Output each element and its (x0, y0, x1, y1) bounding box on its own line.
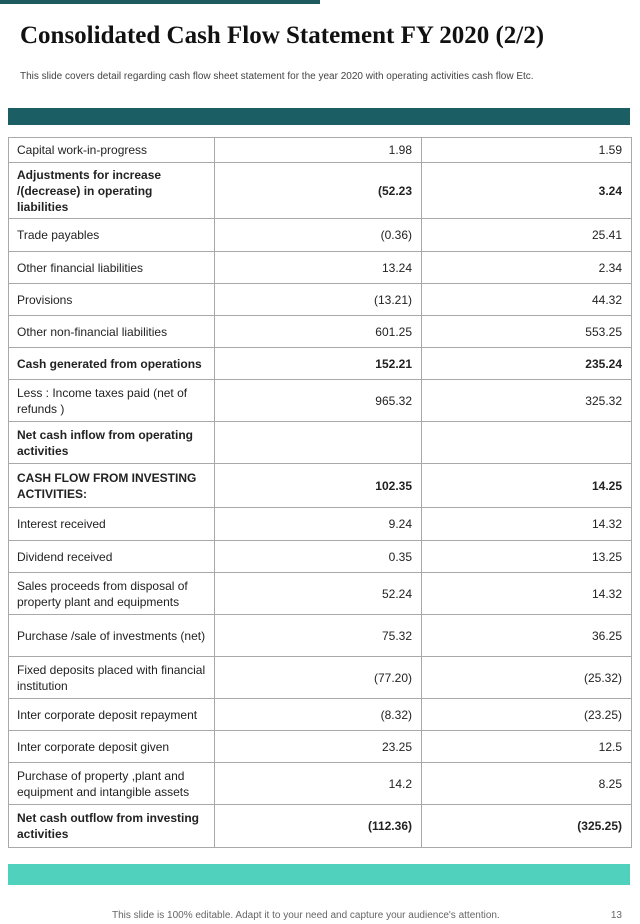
row-label: Adjustments for increase /(decrease) in … (8, 162, 215, 219)
table-row: Cash generated from operations 152.21 235.… (8, 347, 632, 380)
row-label: Inter corporate deposit given (8, 730, 215, 763)
row-value-col2: 8.25 (421, 762, 632, 805)
table-row: Inter corporate deposit repayment (8.32)(… (8, 698, 632, 731)
row-value-col1: 102.35 (214, 463, 422, 508)
row-label: Net cash outflow from investing activiti… (8, 804, 215, 848)
row-value-col2: (25.32) (421, 656, 632, 699)
row-label: Purchase /sale of investments (net) (8, 614, 215, 657)
row-value-col1: (8.32) (214, 698, 422, 731)
row-value-col2: 12.5 (421, 730, 632, 763)
cash-flow-table: Capital work-in-progress 1.98 1.59 Adjustme… (8, 137, 632, 848)
page-number: 13 (610, 910, 622, 921)
row-value-col1: 9.24 (214, 507, 422, 541)
row-value-col1: (52.23 (214, 162, 422, 219)
row-label: Dividend received (8, 540, 215, 573)
table-row: Net cash inflow from operating activitie… (8, 421, 632, 464)
row-label: Provisions (8, 283, 215, 316)
row-value-col2: 14.32 (421, 572, 632, 615)
row-value-col1: 52.24 (214, 572, 422, 615)
page-title: Consolidated Cash Flow Statement FY 2020… (20, 22, 545, 49)
row-value-col1: 75.32 (214, 614, 422, 657)
row-value-col2: 1.59 (421, 137, 632, 163)
top-accent-bar (0, 0, 320, 4)
table-row: Adjustments for increase /(decrease) in … (8, 162, 632, 219)
row-label: Purchase of property ,plant and equipmen… (8, 762, 215, 805)
row-value-col1: 965.32 (214, 379, 422, 422)
row-label: Interest received (8, 507, 215, 541)
table-row: Other non-financial liabilities 601.25 553… (8, 315, 632, 348)
table-row: Provisions (13.21) 44.32 (8, 283, 632, 316)
row-value-col2: 3.24 (421, 162, 632, 219)
row-value-col1: 152.21 (214, 347, 422, 380)
row-value-col2: 13.25 (421, 540, 632, 573)
row-value-col1 (214, 421, 422, 464)
row-value-col2: 553.25 (421, 315, 632, 348)
table-row: Fixed deposits placed with financial ins… (8, 656, 632, 699)
row-value-col1: 1.98 (214, 137, 422, 163)
row-value-col1: 0.35 (214, 540, 422, 573)
row-label: Cash generated from operations (8, 347, 215, 380)
row-label: Fixed deposits placed with financial ins… (8, 656, 215, 699)
table-row: Inter corporate deposit given 23.25 12.5 (8, 730, 632, 763)
footer-note: This slide is 100% editable. Adapt it to… (112, 910, 500, 921)
row-label: CASH FLOW FROM INVESTING ACTIVITIES: (8, 463, 215, 508)
row-value-col2: (23.25) (421, 698, 632, 731)
page-subtitle: This slide covers detail regarding cash … (20, 71, 534, 82)
row-value-col2: 14.25 (421, 463, 632, 508)
table-row: Less : Income taxes paid (net of refunds… (8, 379, 632, 422)
row-value-col1: (112.36) (214, 804, 422, 848)
row-value-col2: 14.32 (421, 507, 632, 541)
row-label: Sales proceeds from disposal of property… (8, 572, 215, 615)
row-label: Trade payables (8, 218, 215, 252)
row-value-col1: 14.2 (214, 762, 422, 805)
row-value-col2: 235.24 (421, 347, 632, 380)
table-row: Trade payables (0.36) 25.41 (8, 218, 632, 252)
row-value-col2: 44.32 (421, 283, 632, 316)
table-row: Sales proceeds from disposal of property… (8, 572, 632, 615)
row-value-col1: 13.24 (214, 251, 422, 284)
cash-flow-table-body: Capital work-in-progress 1.98 1.59 Adjustme… (8, 137, 632, 848)
row-value-col2: 25.41 (421, 218, 632, 252)
row-value-col2: 2.34 (421, 251, 632, 284)
table-header-bar (8, 108, 630, 125)
row-value-col1: (0.36) (214, 218, 422, 252)
table-row: CASH FLOW FROM INVESTING ACTIVITIES: 102.… (8, 463, 632, 508)
row-label: Other financial liabilities (8, 251, 215, 284)
row-label: Less : Income taxes paid (net of refunds… (8, 379, 215, 422)
row-label: Capital work-in-progress (8, 137, 215, 163)
row-label: Net cash inflow from operating activitie… (8, 421, 215, 464)
table-row: Purchase of property ,plant and equipmen… (8, 762, 632, 805)
table-row: Purchase /sale of investments (net) 75.32… (8, 614, 632, 657)
row-value-col1: 23.25 (214, 730, 422, 763)
row-value-col2 (421, 421, 632, 464)
row-value-col2: 36.25 (421, 614, 632, 657)
row-value-col2: (325.25) (421, 804, 632, 848)
row-label: Other non-financial liabilities (8, 315, 215, 348)
table-row: Capital work-in-progress 1.98 1.59 (8, 137, 632, 163)
row-value-col1: (77.20) (214, 656, 422, 699)
table-row: Net cash outflow from investing activiti… (8, 804, 632, 848)
footer-bar (8, 864, 630, 885)
table-row: Other financial liabilities 13.24 2.34 (8, 251, 632, 284)
table-row: Interest received 9.24 14.32 (8, 507, 632, 541)
row-value-col2: 325.32 (421, 379, 632, 422)
row-label: Inter corporate deposit repayment (8, 698, 215, 731)
row-value-col1: (13.21) (214, 283, 422, 316)
row-value-col1: 601.25 (214, 315, 422, 348)
table-row: Dividend received 0.35 13.25 (8, 540, 632, 573)
